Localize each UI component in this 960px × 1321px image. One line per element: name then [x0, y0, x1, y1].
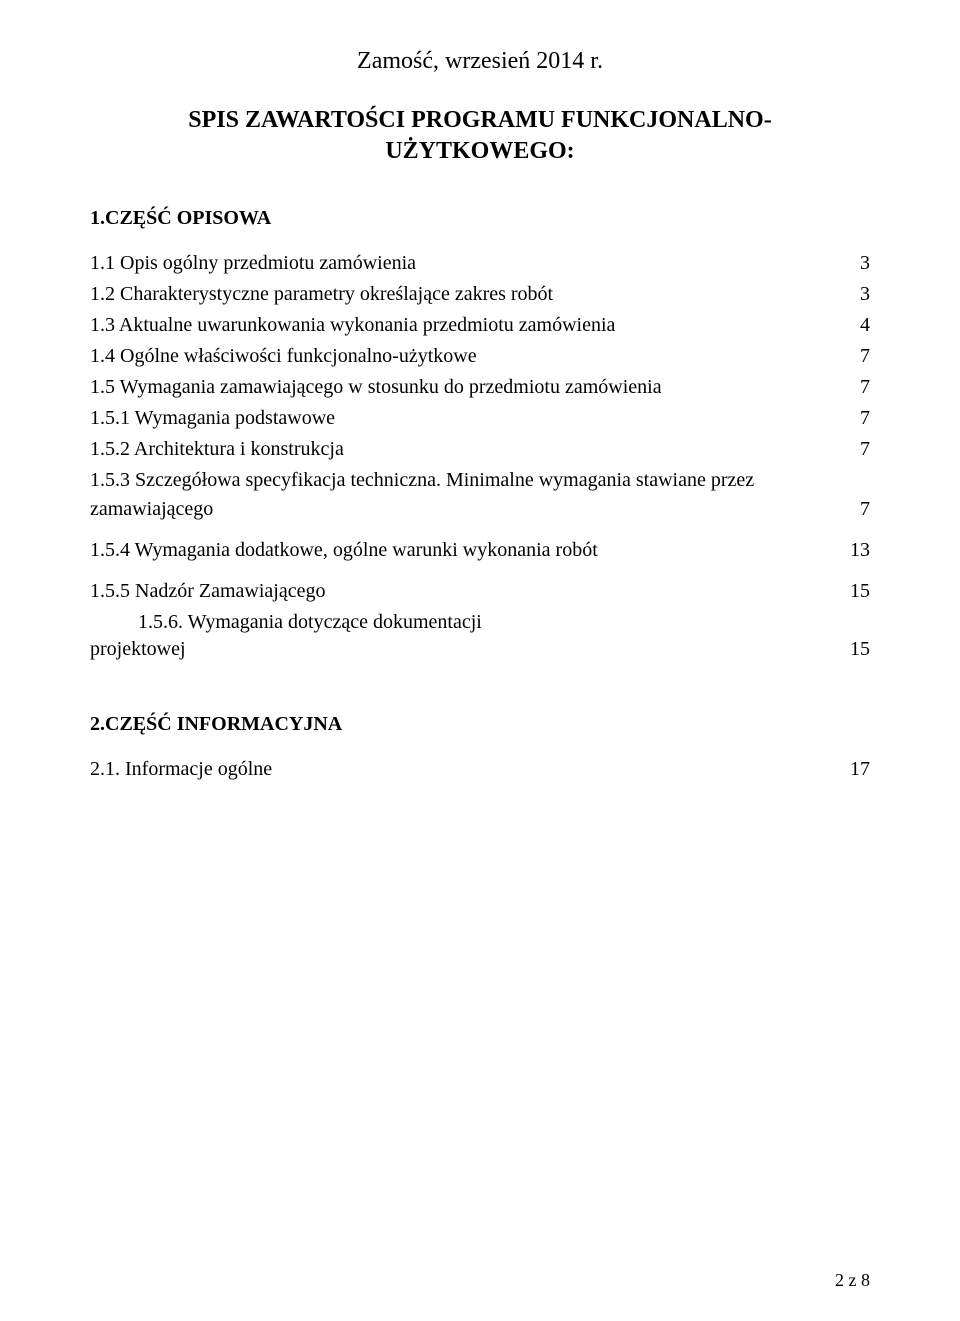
- toc-page-number: 4: [858, 314, 870, 337]
- toc-page-number: 15: [848, 580, 870, 603]
- toc-entry: 1.5.4 Wymagania dodatkowe, ogólne warunk…: [90, 539, 870, 562]
- document-title: SPIS ZAWARTOŚCI PROGRAMU FUNKCJONALNO- U…: [90, 105, 870, 167]
- toc-entry: 1.1 Opis ogólny przedmiotu zamówienia 3: [90, 252, 870, 275]
- section-1-heading: 1.CZĘŚĆ OPISOWA: [90, 207, 870, 230]
- toc-page-number: 7: [858, 438, 870, 461]
- toc-page-number: 7: [858, 407, 870, 430]
- toc-entry-indented: 1.5.6. Wymagania dotyczące dokumentacji: [90, 611, 870, 634]
- toc-page-number: 3: [858, 283, 870, 306]
- toc-label: 1.5.1 Wymagania podstawowe: [90, 407, 335, 430]
- toc-entry: 1.5.2 Architektura i konstrukcja 7: [90, 438, 870, 461]
- toc-label: 2.1. Informacje ogólne: [90, 758, 272, 781]
- page-footer: 2 z 8: [835, 1270, 870, 1291]
- document-page: Zamość, wrzesień 2014 r. SPIS ZAWARTOŚCI…: [0, 0, 960, 1321]
- toc-entry: 1.5.5 Nadzór Zamawiającego 15: [90, 580, 870, 603]
- toc-label: 1.1 Opis ogólny przedmiotu zamówienia: [90, 252, 416, 275]
- toc-page-number: 3: [858, 252, 870, 275]
- toc-label: 1.5.5 Nadzór Zamawiającego: [90, 580, 325, 603]
- toc-label: 1.3 Aktualne uwarunkowania wykonania prz…: [90, 314, 615, 337]
- toc-label: 1.5.4 Wymagania dodatkowe, ogólne warunk…: [90, 539, 598, 562]
- toc-page-number: 17: [848, 758, 870, 781]
- section-2-heading: 2.CZĘŚĆ INFORMACYJNA: [90, 713, 870, 736]
- toc-page-number: 13: [848, 539, 870, 562]
- toc-page-number: 15: [848, 638, 870, 661]
- toc-entry: 2.1. Informacje ogólne 17: [90, 758, 870, 781]
- toc-entry: projektowej 15: [90, 638, 870, 661]
- toc-label: 1.5.2 Architektura i konstrukcja: [90, 438, 344, 461]
- toc-entry: 1.4 Ogólne właściwości funkcjonalno-użyt…: [90, 345, 870, 368]
- toc-label: 1.5 Wymagania zamawiającego w stosunku d…: [90, 376, 662, 399]
- toc-entry: zamawiającego 7: [90, 498, 870, 521]
- toc-page-number: 7: [858, 345, 870, 368]
- toc-label: 1.4 Ogólne właściwości funkcjonalno-użyt…: [90, 345, 477, 368]
- toc-label: projektowej: [90, 638, 186, 661]
- toc-entry: 1.5.1 Wymagania podstawowe 7: [90, 407, 870, 430]
- toc-entry: 1.5 Wymagania zamawiającego w stosunku d…: [90, 376, 870, 399]
- toc-page-number: 7: [858, 376, 870, 399]
- toc-label: zamawiającego: [90, 498, 213, 521]
- toc-entry: 1.2 Charakterystyczne parametry określaj…: [90, 283, 870, 306]
- header-location-date: Zamość, wrzesień 2014 r.: [90, 48, 870, 75]
- toc-page-number: 7: [858, 498, 870, 521]
- toc-label: 1.2 Charakterystyczne parametry określaj…: [90, 283, 553, 306]
- toc-entry-line1: 1.5.3 Szczegółowa specyfikacja techniczn…: [90, 469, 870, 492]
- toc-entry: 1.3 Aktualne uwarunkowania wykonania prz…: [90, 314, 870, 337]
